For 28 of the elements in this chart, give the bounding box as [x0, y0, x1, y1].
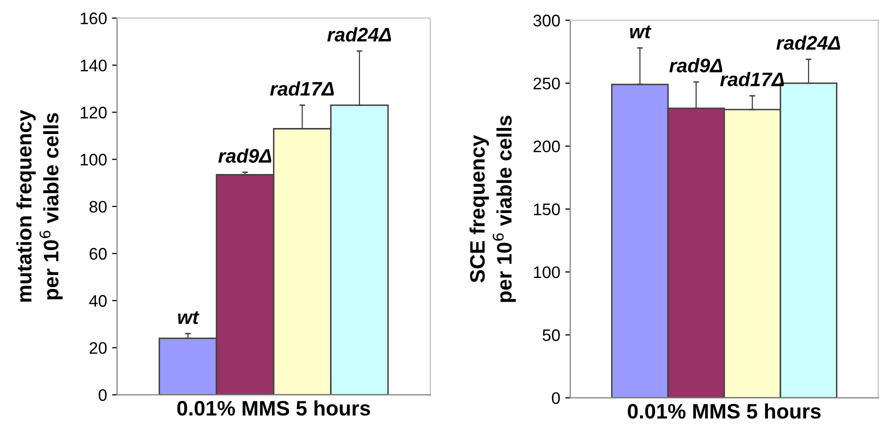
y-tick-label: 60 — [90, 248, 107, 260]
x-tick-label: rad9Δ — [669, 58, 722, 72]
x-tick-label: wt — [630, 26, 652, 38]
x-tick-label: rad24Δ — [776, 35, 840, 50]
y-tick-label: 20 — [90, 342, 107, 354]
y-tick-label: 100 — [534, 266, 560, 278]
y-tick-label: 40 — [89, 295, 107, 307]
x-tick-label: rad24Δ — [327, 27, 392, 42]
y-axis-title: mutation frequency per 10$^{6}$ viable cells — [16, 110, 63, 302]
y-tick-label: 100 — [80, 154, 107, 166]
x-tick-label: rad9Δ — [218, 148, 272, 163]
y-tick-label: 0 — [552, 392, 560, 404]
x-axis-title: 0.01% MMS 5 hours — [628, 403, 821, 419]
x-tick-label: wt — [178, 311, 200, 324]
y-tick-label: 300 — [533, 14, 560, 26]
y-tick-label: 120 — [80, 106, 107, 118]
y-tick-label: 0 — [98, 389, 107, 401]
x-tick-label: rad17Δ — [270, 81, 334, 96]
y-tick-label: 160 — [80, 12, 107, 24]
y-tick-label: 50 — [542, 329, 560, 342]
y-axis-title: SCE frequency per 10$^{6}$ viable cells — [470, 116, 516, 302]
y-tick-label: 200 — [534, 140, 560, 152]
y-tick-label: 250 — [534, 78, 560, 90]
y-tick-label: 150 — [534, 203, 560, 216]
x-tick-label: rad17Δ — [720, 72, 784, 86]
y-tick-label: 140 — [80, 60, 107, 72]
x-axis-title: 0.01% MMS 5 hours — [177, 400, 370, 416]
y-tick-label: 80 — [90, 200, 107, 213]
